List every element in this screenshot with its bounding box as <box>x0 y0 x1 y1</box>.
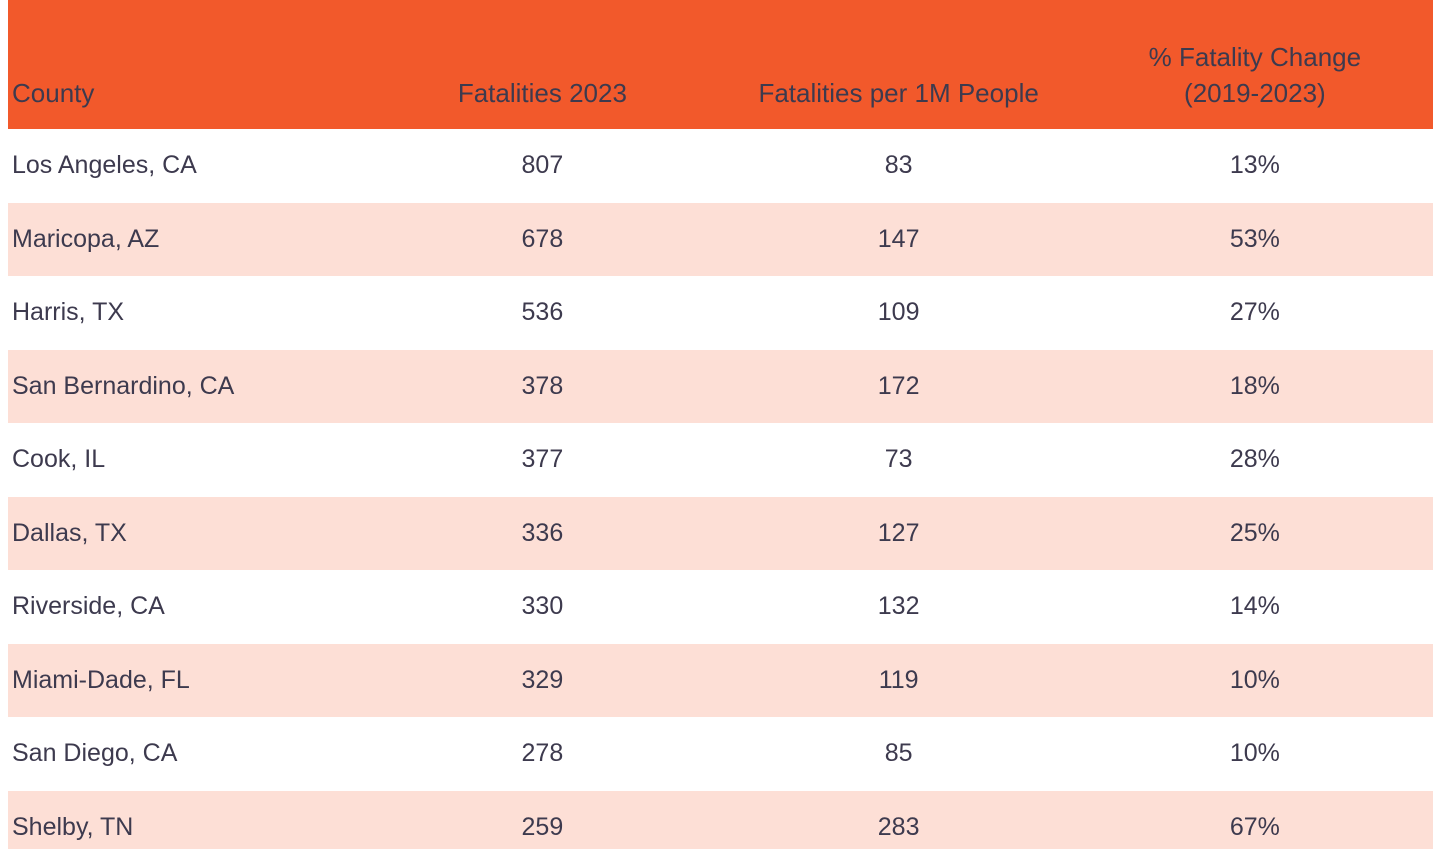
table-header: County Fatalities 2023 Fatalities per 1M P… <box>8 0 1433 129</box>
table-row: Shelby, TN 259 283 67% <box>8 790 1433 849</box>
cell-fatalities-per-1m-people: 283 <box>877 812 920 841</box>
column-header-line: (2019-2023) <box>1184 78 1326 108</box>
table-row: Dallas, TX 336 127 25% <box>8 496 1433 570</box>
cell-fatalities-per-1m-people: 85 <box>884 739 913 768</box>
cell-pct-fatality-change-2019-2023: 10% <box>1229 665 1280 694</box>
cell-fatalities-per-1m-people: 119 <box>878 665 919 694</box>
cell-fatalities-2023: 378 <box>521 371 564 400</box>
cell-pct-fatality-change-2019-2023: 28% <box>1229 445 1280 474</box>
table-row: Miami-Dade, FL 329 119 10% <box>8 643 1433 717</box>
cell-pct-fatality-change-2019-2023: 13% <box>1229 151 1280 180</box>
table-row: Riverside, CA 330 132 14% <box>8 570 1433 644</box>
cell-pct-fatality-change-2019-2023: 10% <box>1229 739 1280 768</box>
cell-fatalities-per-1m-people: 172 <box>877 371 920 400</box>
cell-pct-fatality-change-2019-2023: 14% <box>1229 592 1280 621</box>
table-row: Harris, TX 536 109 27% <box>8 276 1433 350</box>
column-header-line: Fatalities 2023 <box>457 78 627 108</box>
cell-fatalities-per-1m-people: 109 <box>877 298 920 327</box>
cell-county: San Diego, CA <box>12 739 178 768</box>
cell-fatalities-2023: 536 <box>521 298 564 327</box>
cell-county: Riverside, CA <box>12 592 165 621</box>
cell-fatalities-2023: 330 <box>521 592 564 621</box>
column-header-line: Fatalities per 1M People <box>758 78 1039 108</box>
column-header-fatalities-per-1m-people: Fatalities per 1M People <box>720 0 1077 129</box>
column-header-fatalities-2023: Fatalities 2023 <box>364 0 721 129</box>
cell-county: Cook, IL <box>12 445 106 474</box>
cell-pct-fatality-change-2019-2023: 27% <box>1229 298 1280 327</box>
table-row: Los Angeles, CA 807 83 13% <box>8 129 1433 203</box>
cell-pct-fatality-change-2019-2023: 18% <box>1229 371 1280 400</box>
cell-pct-fatality-change-2019-2023: 67% <box>1229 812 1280 841</box>
cell-fatalities-2023: 807 <box>521 151 564 180</box>
header-row: County Fatalities 2023 Fatalities per 1M P… <box>8 0 1433 129</box>
cell-county: Dallas, TX <box>12 518 127 547</box>
cell-fatalities-per-1m-people: 73 <box>884 445 913 474</box>
column-header-pct-fatality-change-2019-2023: % Fatality Change (2019-2023) <box>1076 0 1433 129</box>
table-row: Cook, IL 377 73 28% <box>8 423 1433 497</box>
cell-county: Los Angeles, CA <box>12 151 197 180</box>
cell-fatalities-per-1m-people: 147 <box>877 224 920 253</box>
table-row: San Bernardino, CA 378 172 18% <box>8 349 1433 423</box>
column-header-line: % Fatality Change <box>1148 42 1362 72</box>
cell-pct-fatality-change-2019-2023: 25% <box>1229 518 1280 547</box>
cell-county: Harris, TX <box>12 298 125 327</box>
cell-fatalities-per-1m-people: 132 <box>877 592 920 621</box>
cell-pct-fatality-change-2019-2023: 53% <box>1229 224 1280 253</box>
cell-fatalities-per-1m-people: 127 <box>877 518 920 547</box>
cell-county: Miami-Dade, FL <box>12 665 190 694</box>
table-row: San Diego, CA 278 85 10% <box>8 717 1433 791</box>
table-row: Maricopa, AZ 678 147 53% <box>8 202 1433 276</box>
cell-fatalities-2023: 377 <box>521 445 564 474</box>
cell-county: San Bernardino, CA <box>12 371 235 400</box>
cell-fatalities-per-1m-people: 83 <box>884 151 913 180</box>
cell-fatalities-2023: 336 <box>521 518 564 547</box>
cell-county: Shelby, TN <box>12 812 134 841</box>
cell-fatalities-2023: 678 <box>521 224 564 253</box>
cell-fatalities-2023: 329 <box>521 665 564 694</box>
column-header-line: County <box>12 78 95 108</box>
fatality-table: County Fatalities 2023 Fatalities per 1M P… <box>8 0 1433 849</box>
column-header-county: County <box>8 0 365 129</box>
cell-county: Maricopa, AZ <box>12 224 160 253</box>
cell-fatalities-2023: 278 <box>521 739 564 768</box>
table-body: Los Angeles, CA 807 83 13% Maricopa, AZ 678 14… <box>8 129 1433 849</box>
cell-fatalities-2023: 259 <box>521 812 564 841</box>
